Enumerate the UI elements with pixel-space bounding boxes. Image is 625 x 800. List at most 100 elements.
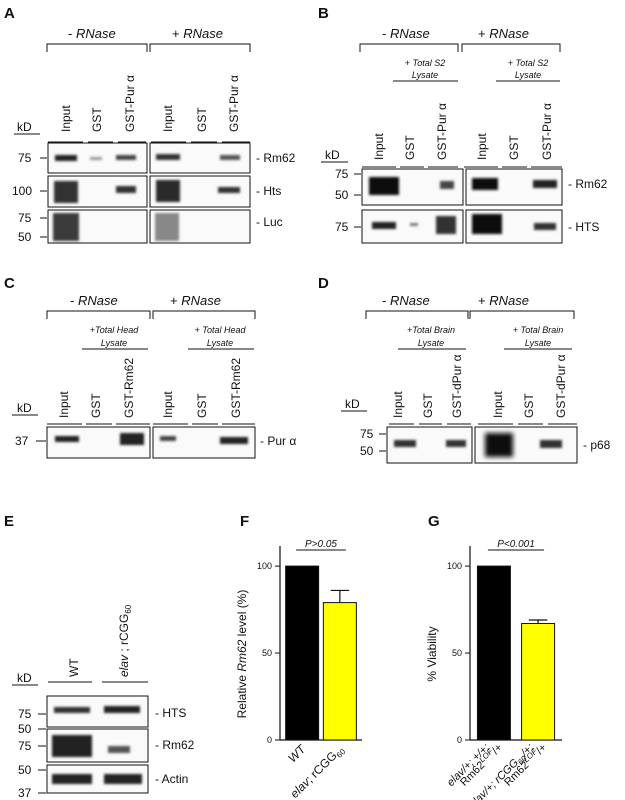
panel-a-marker: 100 [12,184,32,198]
tick [46,310,151,319]
panel-b-target: - HTS [568,220,599,234]
panel-e-lane-rcgg: elav ; rCGG60 [117,604,133,677]
band [156,180,180,202]
y-axis-label-part: Rm62 [235,639,249,671]
panel-e-marker: 75 [18,739,32,753]
x-tick-label-part: WT [285,741,309,765]
y-tick-label: 0 [267,735,272,745]
panel-c-lane: Input [57,391,71,418]
panel-f-letter: F [240,513,249,530]
band [90,157,102,160]
panel-a-lane: Input [161,105,175,132]
panel-a-bracket-minus [46,43,148,52]
panel-a-lane: GST-Pur α [123,75,137,132]
band [53,213,79,241]
band [116,186,136,193]
y-axis-label: % Viability [425,626,439,681]
panel-a: A - RNase + RNase Input GST GST-Pur α In… [4,5,296,244]
band [410,223,418,226]
panel-c-lysate: +Total Head [90,325,139,335]
y-tick-label: 0 [457,735,462,745]
panel-c-lysate: Lysate [101,338,127,348]
panel-a-marker: 50 [18,230,32,244]
band [218,187,240,193]
y-axis-label: Relative Rm62 level (%) [235,590,249,719]
panel-b-marker: 75 [335,167,349,181]
panel-e-target: - HTS [155,706,186,720]
band [369,177,399,195]
panel-d-lysate: +Total Brain [407,325,455,335]
band [485,433,513,457]
panel-c-condition-plus: + RNase [170,293,221,308]
band [440,181,454,189]
band [534,223,556,230]
band [55,436,79,442]
panel-b-condition-plus: + RNase [478,26,529,41]
panel-b-lane: GST [403,135,417,160]
panel-g-letter: G [428,513,440,530]
panel-a-marker: 75 [18,211,32,225]
panel-d-condition-plus: + RNase [478,293,529,308]
panel-a-condition-minus: - RNase [68,26,116,41]
panel-c-lane: GST [89,393,103,418]
panel-b-lysate: + Total S2 [405,58,445,68]
panel-d-lane: GST [522,393,536,418]
band [116,155,136,160]
panel-e-lane: WT [67,658,81,677]
panel-a-lane: Input [59,105,73,132]
panel-a-bracket-plus [149,43,251,52]
panel-b-lane: Input [475,133,489,160]
panel-a-target: - Hts [256,184,281,198]
panel-d-marker: 75 [360,427,374,441]
panel-a-target: - Luc [256,215,283,229]
tick [365,310,469,319]
panel-b-lane: GST-Pur α [435,103,449,160]
band [108,746,130,753]
panel-d: D - RNase + RNase +Total Brain Lysate + … [318,275,611,464]
band [55,155,77,161]
panel-a-lane: GST [195,107,209,132]
panel-c-lysate: Lysate [207,338,233,348]
panel-c: C - RNase + RNase +Total Head Lysate + T… [4,275,296,459]
band [372,222,396,229]
band [54,181,78,203]
panel-b-marker: 50 [335,188,349,202]
band [220,155,240,160]
panel-e-marker: 37 [18,786,32,800]
band [160,436,176,441]
panel-b-lysate: + Total S2 [508,58,548,68]
panel-b-kd-label: kD [325,148,340,162]
y-axis-label-part: Relative [235,672,249,719]
panel-e-marker: 50 [18,722,32,736]
panel-b-condition-minus: - RNase [382,26,430,41]
panel-c-marker: 37 [15,434,29,448]
panel-a-letter: A [4,5,15,22]
panel-a-target: - Rm62 [256,151,296,165]
panel-d-lane: Input [391,391,405,418]
panel-e-target: - Actin [155,772,188,786]
significance-label: P>0.05 [305,539,337,550]
panel-d-target: - p68 [583,438,611,452]
band [220,437,248,444]
y-axis-label-part: level (%) [235,590,249,640]
panel-b-lysate: Lysate [412,70,438,80]
panel-a-kd-label: kD [17,120,32,134]
panel-c-letter: C [4,275,15,292]
panel-d-lane: GST-dPur α [554,354,568,418]
panel-a-lane: GST-Pur α [227,75,241,132]
y-tick-label: 50 [262,648,272,658]
y-tick-label: 100 [257,561,272,571]
panel-c-lysate: + Total Head [195,325,247,335]
panel-b-bracket-plus [461,43,561,52]
band [446,440,466,447]
panel-d-kd-label: kD [345,397,360,411]
significance-label: P<0.001 [497,539,535,550]
band [472,214,502,234]
panel-c-kd-label: kD [17,401,32,415]
panel-b-bracket-minus [359,43,459,52]
panel-b-marker: 75 [335,220,349,234]
panel-b-lane: GST-Pur α [540,103,554,160]
